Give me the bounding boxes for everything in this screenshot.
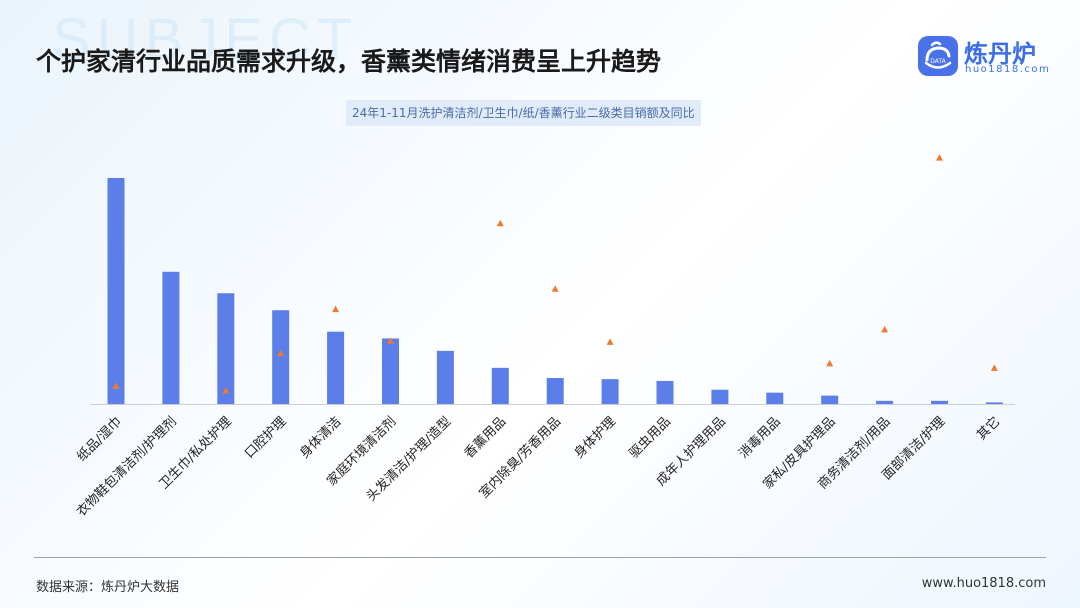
category-label-4: 身体清洁 [296,414,344,462]
yoy-marker-3 [277,349,285,357]
yoy-marker-9 [606,338,614,345]
category-label-7: 香薰用品 [462,414,509,461]
background-watermark-word: SUBJECT [52,7,359,72]
logo-mark-text: DATA [930,58,946,65]
yoy-marker-7 [496,219,504,227]
bar-14 [876,400,894,404]
yoy-marker-5 [387,337,394,344]
yoy-marker-4 [332,305,340,313]
bar-10 [656,380,674,404]
yoy-marker-16 [990,364,998,371]
chart-title: 24年1-11月洗护清洁剂/卫生巾/纸/香薰行业二级类目销额及同比 [346,100,701,126]
bar-8 [546,378,564,404]
bar-13 [821,395,839,404]
yoy-marker-13 [826,359,834,367]
yoy-marker-2 [222,386,230,394]
logo-url: huo1818.com [965,64,1051,75]
bar-0 [107,178,125,404]
category-label-3: 口腔护理 [242,414,289,461]
bar-5 [382,338,399,404]
category-label-1: 衣物鞋包清洁剂/护理剂 [73,414,179,520]
bar-16 [985,402,1003,404]
logo-name: 炼丹炉 [964,40,1036,68]
bar-7 [491,367,509,404]
yoy-marker-0 [112,382,120,389]
bar-11 [711,389,729,404]
bar-12 [766,392,784,404]
page-title: 个护家清行业品质需求升级，香薰类情绪消费呈上升趋势 [36,47,662,76]
category-label-12: 消毒用品 [736,414,783,461]
bar-4 [327,331,345,404]
data-source: 数据来源：炼丹炉大数据 [36,580,180,595]
category-label-10: 驱虫用品 [626,414,673,461]
bar-15 [931,400,948,404]
bar-2 [217,293,235,404]
brand-logo: DATA 炼丹炉 huo1818.com [918,36,1068,78]
website-link: www.huo1818.com [921,576,1046,591]
logo-mark-icon: DATA [918,36,958,76]
yoy-marker-15 [936,154,943,161]
category-label-0: 纸品/湿巾 [74,414,124,464]
yoy-marker-14 [881,325,889,333]
bar-1 [162,271,180,404]
bar-6 [436,350,454,404]
yoy-marker-8 [551,285,559,292]
category-label-16: 其它 [974,414,1004,444]
bar-9 [601,379,619,404]
bar-3 [272,310,290,404]
category-label-9: 身体护理 [571,414,619,462]
footer-divider [34,557,1046,558]
